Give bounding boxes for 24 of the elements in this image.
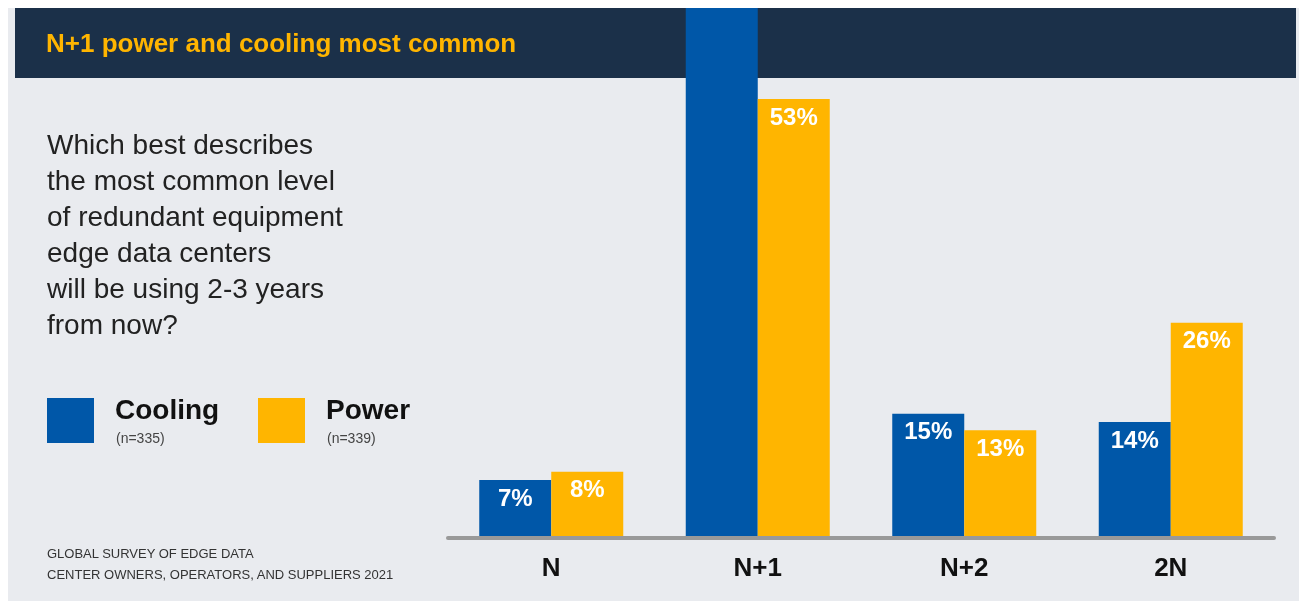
bar xyxy=(685,8,758,538)
legend-label: Cooling xyxy=(115,393,220,425)
bar xyxy=(964,430,1037,538)
data-label: 8% xyxy=(569,475,605,503)
data-label: 15% xyxy=(904,417,953,445)
data-label: 26% xyxy=(1182,326,1231,354)
data-label: 53% xyxy=(769,102,818,130)
x-tick-label: 2N xyxy=(1154,552,1188,582)
x-tick-label: N+2 xyxy=(940,552,989,582)
text: Which best describes the most common level of redundant equipment edge data centers will be using 2-3 years from now? xyxy=(46,128,343,340)
bar xyxy=(892,413,965,538)
x-tick-label: N xyxy=(541,552,561,582)
text: (n=339) xyxy=(327,430,376,446)
bar xyxy=(1098,422,1171,538)
bar xyxy=(1170,322,1243,538)
text: (n=335) xyxy=(116,430,165,446)
text: GLOBAL SURVEY OF EDGE DATA CENTER OWNERS, OPERATORS, AND SUPPLIERS 2021 xyxy=(47,546,394,582)
legend-label: Power xyxy=(326,393,411,425)
bar xyxy=(757,99,830,538)
x-tick-label: N+1 xyxy=(733,552,782,582)
data-label: 7% xyxy=(497,483,533,511)
text: N+1 power and cooling most common xyxy=(46,28,517,58)
data-label: 14% xyxy=(1110,425,1159,453)
data-label: 13% xyxy=(976,433,1025,461)
